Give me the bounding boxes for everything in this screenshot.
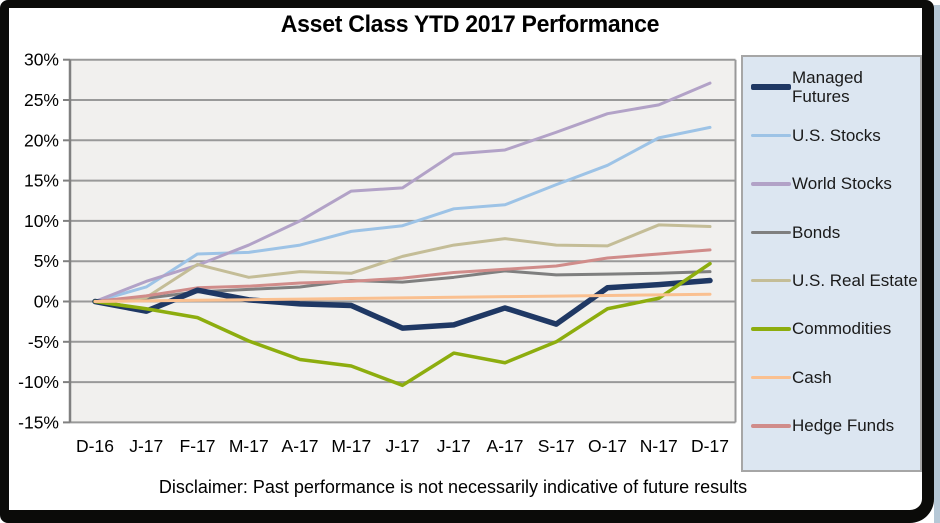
plot-area	[70, 60, 736, 423]
legend-label-managed-futures: Managed Futures	[791, 68, 920, 107]
x-axis-label: S-17	[538, 436, 575, 456]
chart-legend: Managed Futures U.S. Stocks World Stocks Bo…	[741, 55, 922, 472]
legend-label-cash: Cash	[791, 368, 832, 388]
x-axis-label: J-17	[129, 436, 163, 456]
legend-item-bonds: Bonds	[751, 208, 920, 256]
legend-label-commodities: Commodities	[791, 319, 891, 339]
legend-swatch-bonds	[751, 231, 791, 235]
x-axis-label: F-17	[180, 436, 216, 456]
x-axis-label: M-17	[229, 436, 269, 456]
chart-window: Asset Class YTD 2017 Performance 30%25%2…	[0, 0, 940, 523]
x-axis-label: O-17	[588, 436, 627, 456]
legend-label-bonds: Bonds	[791, 223, 840, 243]
legend-label-u-s-stocks: U.S. Stocks	[791, 126, 881, 146]
legend-item-u-s-stocks: U.S. Stocks	[751, 111, 920, 159]
y-axis-label: -15%	[18, 412, 59, 432]
legend-item-hedge-funds: Hedge Funds	[751, 402, 920, 450]
y-axis-label: 20%	[24, 130, 59, 150]
legend-label-u-s-real-estate: U.S. Real Estate	[791, 271, 918, 291]
disclaimer-text: Disclaimer: Past performance is not nece…	[0, 477, 906, 498]
legend-item-cash: Cash	[751, 353, 920, 401]
x-axis-label: J-17	[437, 436, 471, 456]
legend-item-u-s-real-estate: U.S. Real Estate	[751, 257, 920, 305]
y-axis-label: 0%	[34, 292, 59, 312]
legend-swatch-u-s-stocks	[751, 134, 791, 138]
legend-swatch-managed-futures	[751, 84, 791, 90]
x-axis-label: N-17	[640, 436, 678, 456]
x-axis-label: M-17	[331, 436, 371, 456]
legend-swatch-cash	[751, 376, 791, 380]
legend-item-managed-futures: Managed Futures	[751, 63, 920, 111]
legend-swatch-hedge-funds	[751, 424, 791, 428]
y-axis-label: 25%	[24, 90, 59, 110]
y-axis-label: -5%	[28, 332, 59, 352]
x-axis-label: D-16	[76, 436, 114, 456]
legend-swatch-world-stocks	[751, 182, 791, 186]
x-axis-label: J-17	[385, 436, 419, 456]
legend-label-world-stocks: World Stocks	[791, 174, 892, 194]
y-axis-label: 30%	[24, 50, 59, 70]
legend-swatch-commodities	[751, 327, 791, 331]
legend-swatch-u-s-real-estate	[751, 279, 791, 283]
x-axis-label: A-17	[282, 436, 319, 456]
legend-item-world-stocks: World Stocks	[751, 160, 920, 208]
y-axis-label: 5%	[34, 251, 59, 271]
y-axis-label: -10%	[18, 372, 59, 392]
legend-label-hedge-funds: Hedge Funds	[791, 416, 894, 436]
y-axis-label: 10%	[24, 211, 59, 231]
x-axis-label: A-17	[487, 436, 524, 456]
x-axis-label: D-17	[691, 436, 729, 456]
legend-item-commodities: Commodities	[751, 305, 920, 353]
y-axis-label: 15%	[24, 171, 59, 191]
